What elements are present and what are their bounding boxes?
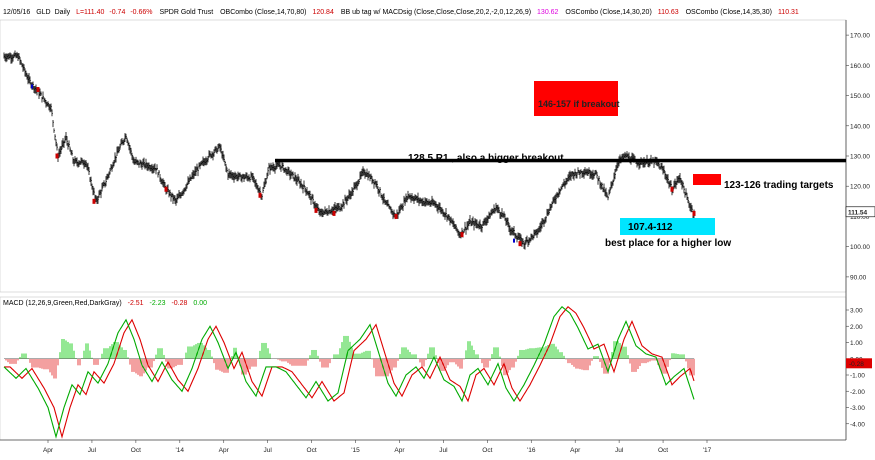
header-name: SPDR Gold Trust: [159, 9, 213, 16]
macd-y-tick-label: 1.00: [850, 340, 863, 347]
macd-y-tick-label: -4.00: [850, 421, 865, 428]
x-tick-label: Apr: [43, 447, 54, 454]
signal-line: [4, 306, 695, 439]
macd-label: MACD (12,26,9,Green,Red,DarkGray): [3, 300, 122, 307]
x-tick-label: Jul: [439, 447, 448, 454]
signal-marker-red: [55, 153, 59, 159]
price-y-tick-label: 150.00: [850, 93, 870, 100]
price-y-tick-label: 110.00: [850, 214, 870, 221]
macd-current-label: -0.28: [849, 361, 864, 368]
x-tick-label: Apr: [394, 447, 405, 454]
x-tick-label: Oct: [307, 447, 317, 454]
header-change-pct: -0.66%: [130, 9, 152, 16]
macd-y-tick-label: -1.00: [850, 373, 865, 380]
macd-histogram: [4, 335, 695, 379]
signal-marker-red: [394, 213, 398, 219]
signal-marker-red: [332, 210, 336, 216]
price-y-tick-label: 100.00: [850, 244, 870, 251]
x-tick-label: '17: [703, 447, 712, 454]
last-price-label: 111.54: [848, 209, 868, 216]
signal-marker-red: [92, 198, 96, 204]
x-tick-label: '14: [176, 447, 185, 454]
header-ind1-val: 120.84: [312, 9, 334, 16]
header-ind2: BB ub tag w/ MACDsig (Close,Close,Close,…: [341, 9, 531, 16]
signal-marker-red: [36, 87, 40, 93]
header-period: Daily: [55, 9, 71, 16]
signal-marker-red: [670, 186, 674, 192]
header-ind3: OSCombo (Close,14,30,20): [565, 9, 651, 16]
x-tick-label: Apr: [570, 447, 581, 454]
x-tick-label: Jul: [615, 447, 624, 454]
breakout-box: [534, 81, 618, 116]
price-y-tick-label: 160.00: [850, 63, 870, 70]
targets-text: 123-126 trading targets: [724, 180, 834, 191]
macd-y-tick-label: -3.00: [850, 405, 865, 412]
signal-marker-red: [258, 192, 262, 198]
signal-marker-red: [692, 210, 696, 216]
resistance-line: [275, 158, 846, 163]
x-tick-label: '16: [527, 447, 536, 454]
last-price-box: [845, 206, 875, 218]
header-date: 12/05/16: [3, 9, 30, 16]
chart-header: 12/05/16 GLD Daily L=111.40 -0.74 -0.66%…: [3, 9, 799, 16]
annotations: 146-157 if breakout 128.5 R1 , also a bi…: [275, 81, 846, 249]
targets-box: [693, 174, 721, 185]
x-tick-label: Oct: [131, 447, 141, 454]
macd-y-axis: 3.002.001.000.00-1.00-2.00-3.00-4.00-0.2…: [846, 308, 872, 428]
svg-text:12/05/16 GLD Daily: 12/05/16 GLD Daily L=111.40 -0.74 -0.66%…: [3, 9, 799, 16]
x-tick-label: Jul: [88, 447, 97, 454]
macd-lines: [3, 306, 695, 439]
price-y-axis: 170.00 160.00 150.00 140.00 130.00 120.00 110.…: [845, 33, 875, 281]
header-last: L=111.40: [76, 9, 104, 16]
macd-v1: -2.51: [128, 300, 144, 307]
higher-low-box-text: 107.4-112: [628, 222, 673, 233]
price-y-tick-label: 170.00: [850, 33, 870, 40]
higher-low-box: [620, 218, 715, 235]
signal-marker-blue: [31, 84, 33, 89]
macd-v2: -2.23: [150, 300, 166, 307]
signal-marker-red: [460, 232, 464, 238]
resistance-line-text: 128.5 R1 , also a bigger breakout: [408, 153, 564, 164]
price-y-tick-label: 140.00: [850, 123, 870, 130]
macd-y-tick-label: 2.00: [850, 324, 863, 331]
header-ind2-val: 130.62: [537, 9, 559, 16]
signal-marker-red: [164, 186, 168, 192]
breakout-box-text: 146-157 if breakout: [538, 99, 620, 109]
price-y-tick-label: 120.00: [850, 184, 870, 191]
macd-v3: -0.28: [171, 300, 187, 307]
header-change: -0.74: [109, 9, 125, 16]
header-ind4-val: 110.31: [778, 9, 799, 16]
macd-y-tick-label: 3.00: [850, 308, 863, 315]
header-ind3-val: 110.63: [658, 9, 679, 16]
header-ind4: OSCombo (Close,14,35,30): [686, 9, 772, 16]
x-tick-label: Jul: [264, 447, 273, 454]
signal-marker-red: [518, 241, 522, 247]
signal-marker-blue: [513, 238, 515, 243]
x-axis: Apr Jul Oct '14 Apr Jul Oct '15 Apr Jul Oct '16 Apr J…: [43, 440, 712, 454]
x-tick-label: Apr: [219, 447, 230, 454]
macd-v4: 0.00: [193, 300, 207, 307]
macd-line: [3, 306, 695, 439]
price-y-tick-label: 130.00: [850, 154, 870, 161]
x-tick-label: Oct: [658, 447, 668, 454]
price-y-tick-label: 90.00: [850, 274, 867, 281]
header-symbol: GLD: [36, 9, 50, 16]
price-panel: [0, 19, 847, 293]
macd-current-box: [846, 358, 872, 369]
x-tick-label: '15: [351, 447, 360, 454]
header-ind1: OBCombo (Close,14,70,80): [220, 9, 306, 16]
signal-marker-red: [314, 207, 318, 213]
x-tick-label: Oct: [482, 447, 492, 454]
macd-y-tick-label: -2.00: [850, 389, 865, 396]
higher-low-text: best place for a higher low: [605, 238, 731, 249]
macd-header: MACD (12,26,9,Green,Red,DarkGray) -2.51 …: [3, 300, 207, 307]
